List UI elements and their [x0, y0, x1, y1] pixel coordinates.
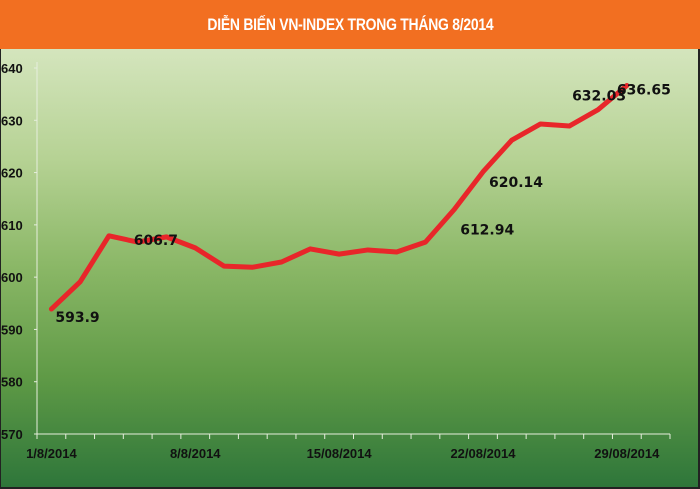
data-point: [540, 123, 542, 125]
data-point: [511, 139, 513, 141]
data-point: [568, 125, 570, 127]
y-tick-label: 570: [1, 427, 23, 442]
y-tick-label: 640: [1, 61, 23, 76]
y-tick-label: 590: [1, 322, 23, 337]
data-point: [137, 241, 139, 243]
y-tick-label: 600: [1, 270, 23, 285]
data-label: 612.94: [460, 222, 514, 238]
y-tick-label: 620: [1, 166, 23, 181]
data-point: [108, 235, 110, 237]
chart-title: DIỄN BIẾN VN-INDEX TRONG THÁNG 8/2014: [206, 14, 494, 34]
data-point: [309, 248, 311, 250]
data-point: [626, 85, 628, 87]
data-point: [79, 281, 81, 283]
data-point: [50, 308, 52, 310]
data-label: 632.03: [572, 89, 626, 105]
x-tick-label: 29/08/2014: [594, 446, 660, 461]
data-label: 636.65: [617, 83, 671, 99]
data-label: 620.14: [489, 175, 543, 191]
data-point: [396, 251, 398, 253]
data-point: [194, 247, 196, 249]
data-point: [223, 265, 225, 267]
x-tick-label: 1/8/2014: [26, 446, 77, 461]
data-point: [281, 261, 283, 263]
data-label: 593.9: [55, 310, 99, 326]
data-point: [424, 241, 426, 243]
data-point: [453, 208, 455, 210]
series-line: [48, 83, 630, 312]
plot-background: [1, 49, 698, 487]
x-tick-label: 8/8/2014: [170, 446, 221, 461]
data-point: [252, 266, 254, 268]
chart-header: DIỄN BIẾN VN-INDEX TRONG THÁNG 8/2014: [0, 0, 700, 49]
data-label: 606.7: [134, 233, 178, 249]
y-tick-label: 580: [1, 375, 23, 390]
data-point: [367, 249, 369, 251]
x-tick-label: 22/08/2014: [450, 446, 516, 461]
data-point: [482, 171, 484, 173]
y-tick-label: 630: [1, 113, 23, 128]
data-point: [597, 109, 599, 111]
data-point: [165, 236, 167, 238]
data-point: [338, 253, 340, 255]
x-tick-label: 15/08/2014: [307, 446, 373, 461]
y-tick-label: 610: [1, 218, 23, 233]
